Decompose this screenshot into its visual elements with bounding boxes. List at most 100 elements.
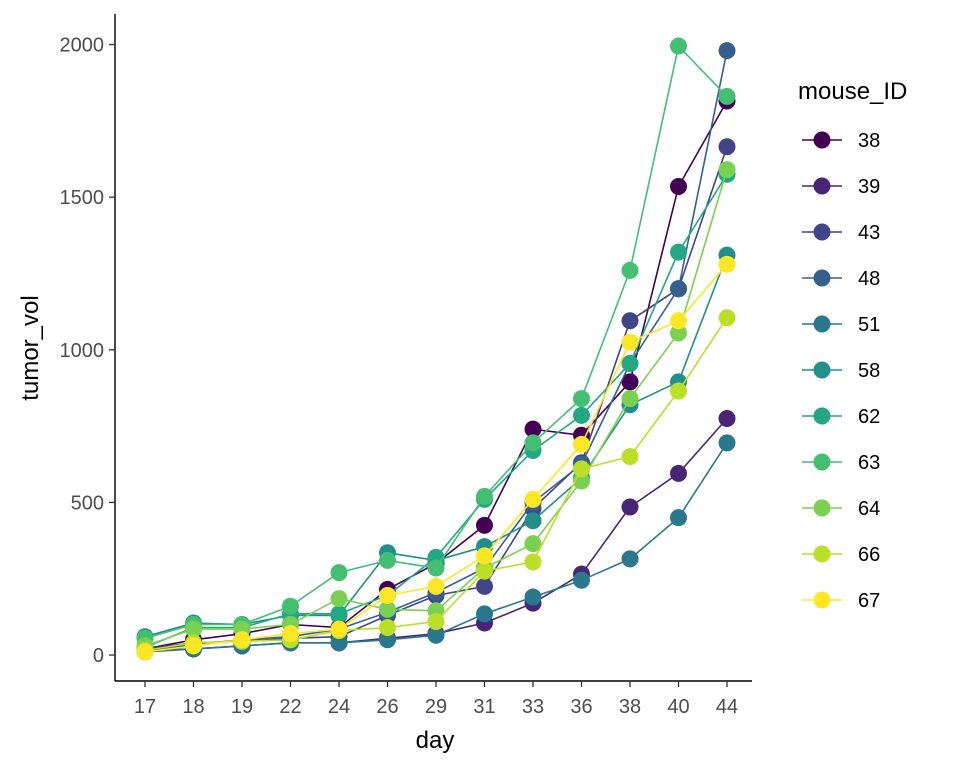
data-point <box>621 448 639 466</box>
legend-title: mouse_ID <box>798 78 907 105</box>
data-point <box>476 577 493 595</box>
data-point <box>476 605 493 623</box>
legend-item: 64 <box>802 498 880 520</box>
legend-label: 67 <box>858 590 880 612</box>
data-point <box>670 464 687 482</box>
data-point <box>621 333 639 351</box>
legend-label: 48 <box>858 268 880 290</box>
data-point <box>670 324 687 342</box>
legend-label: 38 <box>858 130 880 152</box>
x-tick-label: 36 <box>570 696 592 718</box>
data-point <box>185 620 202 638</box>
data-point <box>476 516 493 534</box>
legend-key-point <box>813 453 831 471</box>
data-point <box>427 559 445 577</box>
data-point <box>185 637 202 655</box>
data-point <box>330 564 348 582</box>
data-point <box>476 562 493 580</box>
x-tick-label: 29 <box>425 696 447 718</box>
legend-key-point <box>813 177 831 195</box>
data-point <box>524 512 542 530</box>
legend-item: 48 <box>802 268 880 290</box>
data-point <box>621 498 639 516</box>
data-point <box>670 509 687 527</box>
data-point <box>379 619 396 637</box>
legend-label: 63 <box>858 452 880 474</box>
x-tick-label: 22 <box>279 696 301 718</box>
legend-key-point <box>813 499 831 517</box>
x-axis-ticks: 17 18 19 22 24 26 29 31 33 36 38 40 44 <box>134 681 738 718</box>
data-point <box>573 571 590 589</box>
legend-key-point <box>813 545 831 563</box>
legend-item: 38 <box>802 130 880 152</box>
x-axis-title: day <box>416 727 455 754</box>
legend-key-point <box>813 361 831 379</box>
legend-label: 64 <box>858 498 880 520</box>
x-tick-label: 40 <box>667 696 689 718</box>
x-tick-label: 38 <box>619 696 641 718</box>
x-tick-label: 33 <box>522 696 544 718</box>
legend: mouse_ID 38 39 43 48 51 58 62 63 64 66 67 <box>798 78 907 612</box>
data-point <box>379 551 396 569</box>
data-point <box>718 309 736 327</box>
data-point <box>670 382 687 400</box>
y-tick-label: 500 <box>71 492 104 514</box>
legend-item: 58 <box>802 360 880 382</box>
data-point <box>573 435 590 453</box>
legend-items: 38 39 43 48 51 58 62 63 64 66 67 <box>802 130 880 612</box>
legend-key-point <box>813 315 831 333</box>
data-point <box>670 312 687 330</box>
data-point <box>136 643 154 661</box>
legend-label: 58 <box>858 360 880 382</box>
data-point <box>282 625 299 643</box>
legend-label: 43 <box>858 222 880 244</box>
data-point <box>524 490 542 508</box>
series-64 <box>136 161 736 655</box>
data-point <box>379 600 396 618</box>
y-tick-label: 2000 <box>60 35 105 57</box>
y-tick-label: 0 <box>93 645 104 667</box>
data-point <box>476 547 493 565</box>
x-tick-label: 24 <box>328 696 350 718</box>
legend-key-point <box>813 131 831 149</box>
legend-label: 62 <box>858 406 880 428</box>
legend-item: 51 <box>802 314 880 336</box>
data-point <box>379 587 396 605</box>
data-point <box>476 487 493 505</box>
data-point <box>670 280 687 298</box>
data-point <box>670 37 687 55</box>
legend-item: 63 <box>802 452 880 474</box>
data-point <box>718 87 736 105</box>
data-point <box>524 434 542 452</box>
data-point <box>524 535 542 553</box>
legend-key-point <box>813 591 831 609</box>
y-tick-label: 1000 <box>60 340 105 362</box>
data-point <box>330 634 348 652</box>
data-point <box>379 631 396 649</box>
data-point <box>330 590 348 608</box>
data-point <box>427 577 445 595</box>
data-point <box>573 460 590 478</box>
y-axis-ticks: 0 500 1000 1500 2000 <box>60 35 115 667</box>
data-point <box>621 355 639 373</box>
data-point <box>330 605 348 623</box>
legend-key-point <box>813 407 831 425</box>
data-point <box>524 420 542 438</box>
data-point <box>427 626 445 644</box>
data-point <box>718 255 736 273</box>
data-point <box>524 553 542 571</box>
series-67 <box>136 255 736 661</box>
data-point <box>718 409 736 427</box>
data-point <box>330 620 348 638</box>
legend-label: 66 <box>858 544 880 566</box>
data-point <box>718 42 736 60</box>
x-tick-label: 44 <box>716 696 738 718</box>
x-tick-label: 19 <box>231 696 253 718</box>
legend-label: 51 <box>858 314 880 336</box>
legend-item: 62 <box>802 406 880 428</box>
plot-area <box>136 37 736 661</box>
legend-item: 67 <box>802 590 880 612</box>
data-point <box>621 550 639 568</box>
data-point <box>718 161 736 179</box>
x-tick-label: 31 <box>473 696 495 718</box>
